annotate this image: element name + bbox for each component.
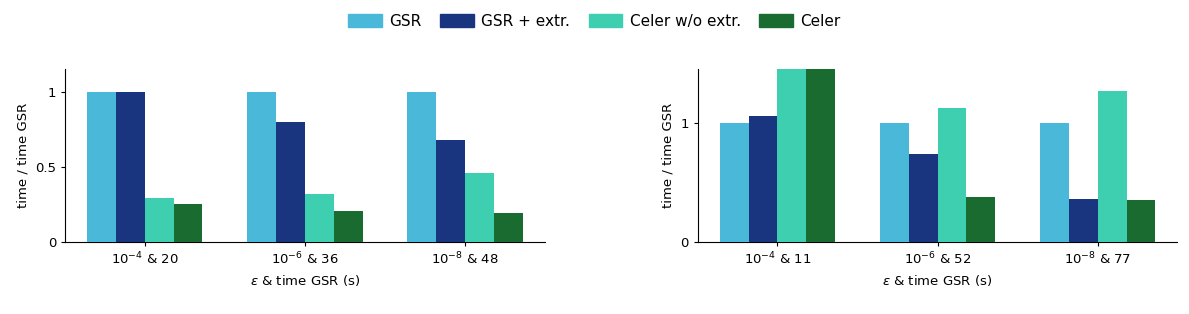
Bar: [247, 92, 276, 242]
Bar: [1069, 199, 1097, 242]
Bar: [908, 154, 937, 242]
Y-axis label: time / time GSR: time / time GSR: [662, 103, 675, 208]
Bar: [806, 0, 835, 242]
Bar: [306, 194, 334, 242]
Bar: [1040, 123, 1069, 242]
Bar: [778, 0, 806, 242]
Bar: [937, 108, 967, 242]
Bar: [276, 122, 306, 242]
Bar: [408, 92, 436, 242]
Bar: [87, 92, 117, 242]
Bar: [1097, 90, 1126, 242]
Bar: [719, 123, 749, 242]
Bar: [334, 211, 363, 242]
Bar: [880, 123, 908, 242]
Y-axis label: time / time GSR: time / time GSR: [17, 103, 30, 208]
X-axis label: $\epsilon$ & time GSR (s): $\epsilon$ & time GSR (s): [882, 273, 993, 288]
Legend: GSR, GSR + extr., Celer w/o extr., Celer: GSR, GSR + extr., Celer w/o extr., Celer: [342, 8, 847, 35]
Bar: [174, 204, 202, 242]
Bar: [967, 197, 995, 242]
X-axis label: $\epsilon$ & time GSR (s): $\epsilon$ & time GSR (s): [250, 273, 360, 288]
Bar: [749, 116, 778, 242]
Bar: [436, 140, 465, 242]
Bar: [117, 92, 145, 242]
Bar: [1126, 200, 1156, 242]
Bar: [145, 198, 174, 242]
Bar: [493, 213, 523, 242]
Bar: [465, 173, 493, 242]
